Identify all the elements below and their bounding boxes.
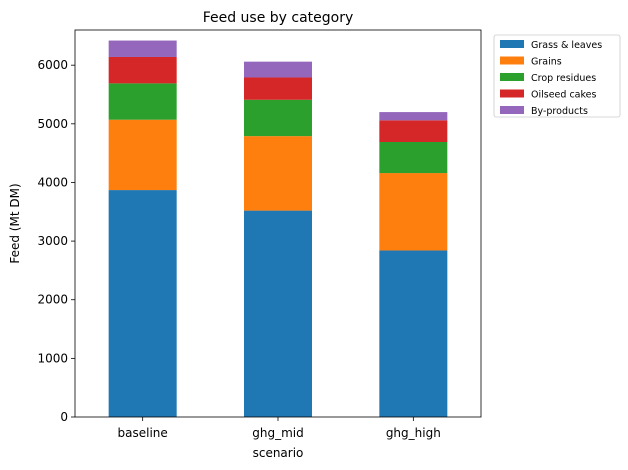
y-axis: 0 1000 2000 3000 4000 5000 6000: [37, 58, 75, 424]
bar-baseline-series-3: [108, 56, 177, 84]
bar-ghg_high-series-1: [379, 173, 448, 251]
x-tick-label: baseline: [118, 426, 168, 440]
legend-label: Grass & leaves: [531, 40, 602, 51]
legend-swatch: [500, 73, 524, 81]
bar-ghg_mid-series-2: [244, 99, 312, 137]
x-tick-label: ghg_mid: [252, 426, 303, 440]
bars-layer: [108, 40, 448, 417]
bar-ghg_mid-series-4: [244, 61, 312, 78]
bar-ghg_high-series-3: [379, 120, 448, 142]
legend-swatch: [500, 106, 524, 114]
bar-baseline-series-2: [108, 83, 177, 120]
bar-ghg_mid-series-0: [244, 210, 312, 417]
chart-title: Feed use by category: [203, 10, 354, 26]
x-tick-label: ghg_high: [386, 426, 441, 440]
legend: Grass & leaves Grains Crop residues Oilseed…: [493, 34, 621, 118]
x-axis-label: scenario: [253, 446, 304, 460]
legend-frame: [493, 34, 621, 118]
legend-swatch: [500, 40, 524, 48]
legend-label: Crop residues: [531, 73, 596, 84]
bar-ghg_mid-series-1: [244, 136, 312, 211]
legend-label: Oilseed cakes: [531, 90, 596, 101]
bar-ghg_mid-series-3: [244, 77, 312, 100]
y-tick-label: 0: [60, 410, 68, 424]
legend-label: Grains: [531, 57, 562, 68]
legend-label: By-products: [531, 106, 588, 117]
bar-baseline-series-4: [108, 40, 177, 57]
bar-ghg_high-series-0: [379, 250, 448, 417]
y-tick-label: 1000: [37, 351, 68, 365]
legend-swatch: [500, 56, 524, 65]
x-axis: baseline ghg_mid ghg_high: [118, 417, 441, 440]
y-tick-label: 6000: [37, 58, 68, 72]
y-tick-label: 4000: [37, 175, 68, 189]
y-tick-label: 2000: [37, 293, 68, 307]
legend-swatch: [500, 89, 524, 98]
bar-ghg_high-series-2: [379, 142, 448, 174]
bar-baseline-series-1: [108, 119, 177, 191]
y-tick-label: 5000: [37, 117, 68, 131]
bar-baseline-series-0: [108, 190, 177, 417]
y-axis-label: Feed (Mt DM): [8, 183, 22, 263]
bar-ghg_high-series-4: [379, 112, 448, 121]
y-tick-label: 3000: [37, 234, 68, 248]
